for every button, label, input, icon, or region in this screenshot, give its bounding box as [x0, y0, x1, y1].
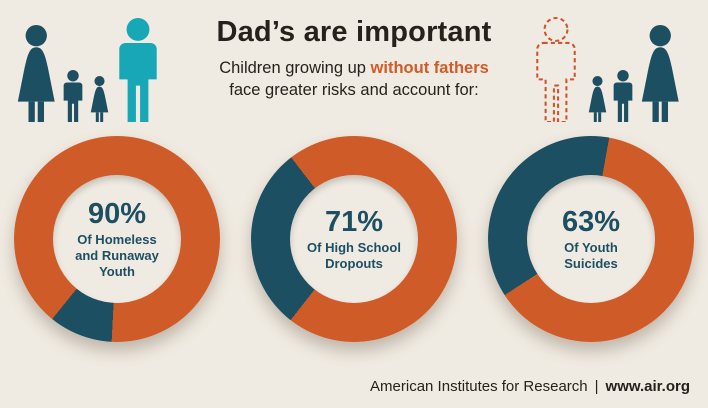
- subtitle-text-2: face greater risks and account for:: [229, 80, 479, 99]
- donut-hole: 71% Of High School Dropouts: [290, 175, 418, 303]
- donut-chart-homeless: 90% Of Homeless and Runaway Youth: [14, 136, 220, 342]
- footer: American Institutes for Research | www.air…: [370, 378, 690, 395]
- child-figure: [90, 76, 109, 122]
- subtitle-highlight: without fathers: [370, 59, 489, 77]
- footer-separator: |: [594, 378, 599, 395]
- org-name: American Institutes for Research: [370, 378, 588, 395]
- page-title: Dad’s are important: [216, 16, 492, 48]
- donut-hole: 63% Of Youth Suicides: [527, 175, 655, 303]
- subtitle-text-1: Children growing up: [219, 59, 371, 77]
- mother-figure: [17, 25, 55, 122]
- child-figure: [588, 76, 607, 122]
- absent-father-dashed-figure: [536, 16, 576, 122]
- site-url[interactable]: www.air.org: [605, 378, 690, 395]
- donut-chart-suicides: 63% Of Youth Suicides: [488, 136, 694, 342]
- header: Dad’s are important Children growing up …: [178, 16, 530, 102]
- percent-value: 71%: [324, 205, 384, 238]
- chart-label: Of High School Dropouts: [307, 240, 401, 271]
- donut-hole: 90% Of Homeless and Runaway Youth: [53, 175, 181, 303]
- percent-value: 90%: [87, 197, 147, 230]
- donut-chart-dropouts: 71% Of High School Dropouts: [251, 136, 457, 342]
- father-figure-teal: [119, 18, 157, 122]
- mother-figure: [641, 25, 679, 122]
- child-figure: [613, 70, 633, 122]
- chart-label: Of Youth Suicides: [564, 240, 618, 271]
- chart-label: Of Homeless and Runaway Youth: [75, 232, 159, 279]
- percent-value: 63%: [561, 205, 621, 238]
- donut-chart-row: 90% Of Homeless and Runaway Youth 71% Of…: [0, 136, 708, 342]
- child-figure: [63, 70, 83, 122]
- subtitle: Children growing up without fathers face…: [178, 58, 530, 102]
